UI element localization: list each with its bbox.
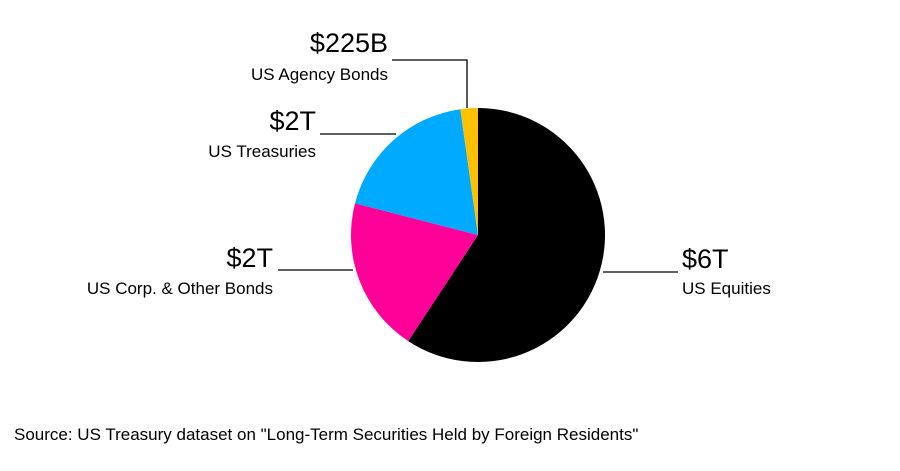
slice-name-label-us-treasuries: US Treasuries bbox=[208, 142, 316, 161]
slice-value-label-us-corp-bonds: $2T bbox=[226, 243, 273, 273]
slice-name-label-us-agency-bonds: US Agency Bonds bbox=[251, 65, 388, 84]
source-note: Source: US Treasury dataset on "Long-Ter… bbox=[14, 425, 639, 444]
slice-value-label-us-agency-bonds: $225B bbox=[310, 28, 388, 58]
slice-name-label-us-corp-bonds: US Corp. & Other Bonds bbox=[87, 279, 273, 298]
pie-slice-us-corp-bonds bbox=[350, 203, 478, 342]
pie-slice-us-agency-bonds bbox=[460, 108, 478, 235]
pie-slice-us-treasuries bbox=[355, 109, 478, 235]
slice-value-label-us-equities: $6T bbox=[682, 244, 729, 274]
pie-slices bbox=[350, 108, 606, 362]
leader-lines bbox=[278, 59, 678, 273]
slice-value-label-us-treasuries: $2T bbox=[269, 106, 316, 136]
slice-name-label-us-equities: US Equities bbox=[682, 279, 771, 298]
pie-slice-us-equities bbox=[408, 108, 606, 362]
pie-chart: $6T US Equities $2T US Corp. & Other Bon… bbox=[87, 28, 771, 362]
leader-line-us-agency-bonds bbox=[392, 59, 468, 108]
